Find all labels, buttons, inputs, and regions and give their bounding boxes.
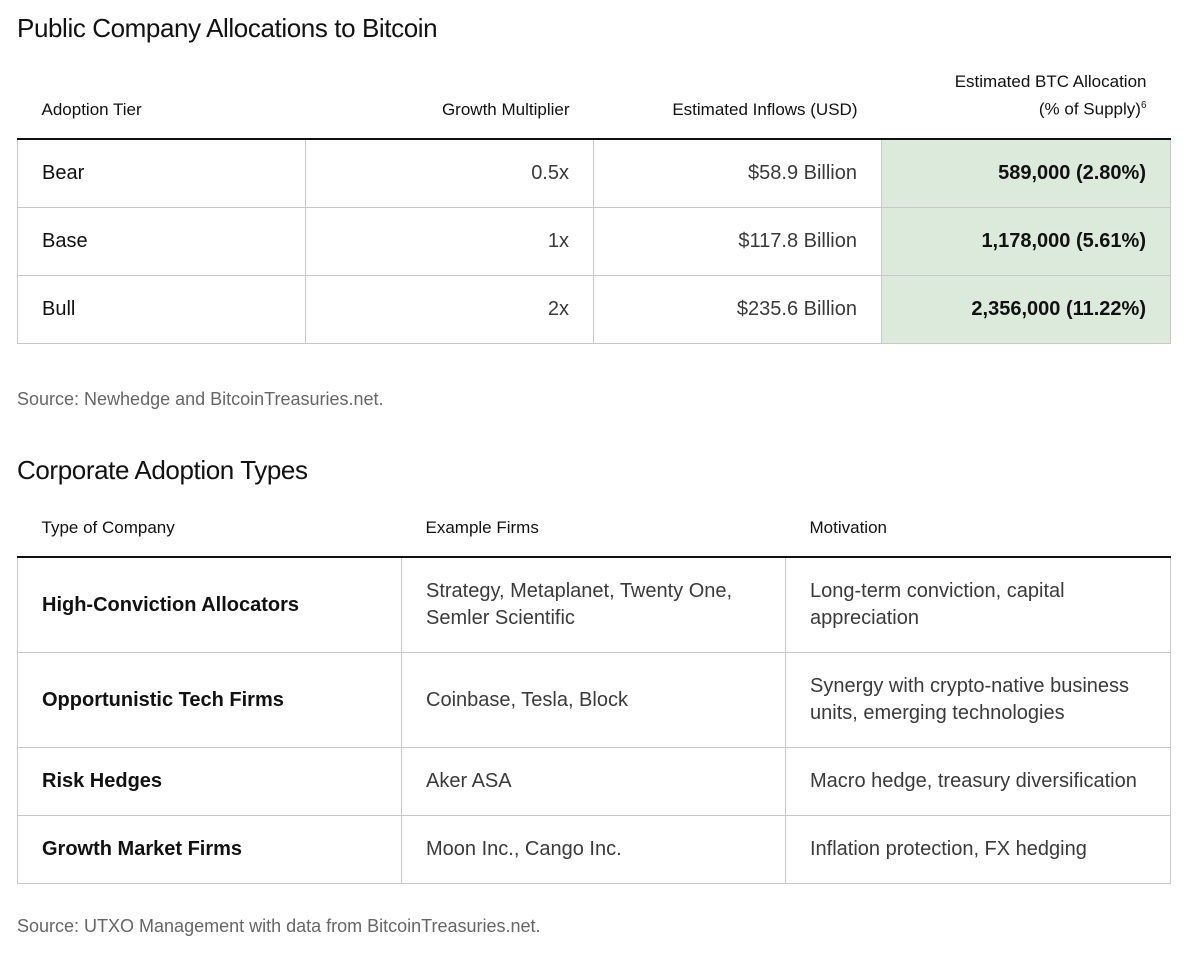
cell-example-firms: Aker ASA [401,747,786,816]
cell-tier: Bull [17,274,306,344]
header-motivation: Motivation [785,510,1171,558]
header-estimated-allocation: Estimated BTC Allocation (% of Supply)6 [881,70,1171,140]
cell-tier: Bear [17,138,306,208]
cell-multiplier: 2x [305,274,594,344]
table-row: Growth Market Firms Moon Inc., Cango Inc… [17,815,1171,884]
cell-motivation: Long-term conviction, capital appreciati… [785,556,1171,653]
adoption-types-table: Type of Company Example Firms Motivation… [17,510,1171,884]
cell-example-firms: Moon Inc., Cango Inc. [401,815,786,884]
header-adoption-tier: Adoption Tier [17,70,306,140]
cell-example-firms: Strategy, Metaplanet, Twenty One, Semler… [401,556,786,653]
cell-company-type: High-Conviction Allocators [17,556,402,653]
cell-multiplier: 0.5x [305,138,594,208]
cell-tier: Base [17,206,306,276]
allocations-title: Public Company Allocations to Bitcoin [17,13,438,43]
cell-inflows: $235.6 Billion [593,274,882,344]
cell-multiplier: 1x [305,206,594,276]
adoption-types-source-note: Source: UTXO Management with data from B… [17,916,541,936]
table-row: High-Conviction Allocators Strategy, Met… [17,556,1171,653]
cell-motivation: Inflation protection, FX hedging [785,815,1171,884]
table-header-row: Type of Company Example Firms Motivation [17,510,1171,558]
table-row: Opportunistic Tech Firms Coinbase, Tesla… [17,652,1171,748]
footnote-marker: 6 [1140,100,1147,111]
cell-inflows: $58.9 Billion [593,138,882,208]
cell-allocation: 589,000 (2.80%) [881,138,1171,208]
header-allocation-line1: Estimated BTC Allocation [954,72,1147,91]
cell-company-type: Opportunistic Tech Firms [17,652,402,748]
cell-company-type: Growth Market Firms [17,815,402,884]
header-type-of-company: Type of Company [17,510,402,558]
table-row: Base 1x $117.8 Billion 1,178,000 (5.61%) [17,206,1171,276]
cell-company-type: Risk Hedges [17,747,402,816]
cell-motivation: Synergy with crypto-native business unit… [785,652,1171,748]
allocations-source-note: Source: Newhedge and BitcoinTreasuries.n… [17,389,384,409]
header-growth-multiplier: Growth Multiplier [305,70,594,140]
adoption-types-title: Corporate Adoption Types [17,455,308,485]
table-row: Bull 2x $235.6 Billion 2,356,000 (11.22%… [17,274,1171,344]
header-allocation-line2: (% of Supply) [1038,99,1141,119]
table-row: Bear 0.5x $58.9 Billion 589,000 (2.80%) [17,138,1171,208]
cell-example-firms: Coinbase, Tesla, Block [401,652,786,748]
header-example-firms: Example Firms [401,510,786,558]
header-estimated-inflows: Estimated Inflows (USD) [593,70,882,140]
cell-motivation: Macro hedge, treasury diversification [785,747,1171,816]
allocations-table: Adoption Tier Growth Multiplier Estimate… [17,70,1171,344]
table-header-row: Adoption Tier Growth Multiplier Estimate… [17,70,1171,140]
cell-allocation: 1,178,000 (5.61%) [881,206,1171,276]
cell-allocation: 2,356,000 (11.22%) [881,274,1171,344]
cell-inflows: $117.8 Billion [593,206,882,276]
table-row: Risk Hedges Aker ASA Macro hedge, treasu… [17,747,1171,816]
